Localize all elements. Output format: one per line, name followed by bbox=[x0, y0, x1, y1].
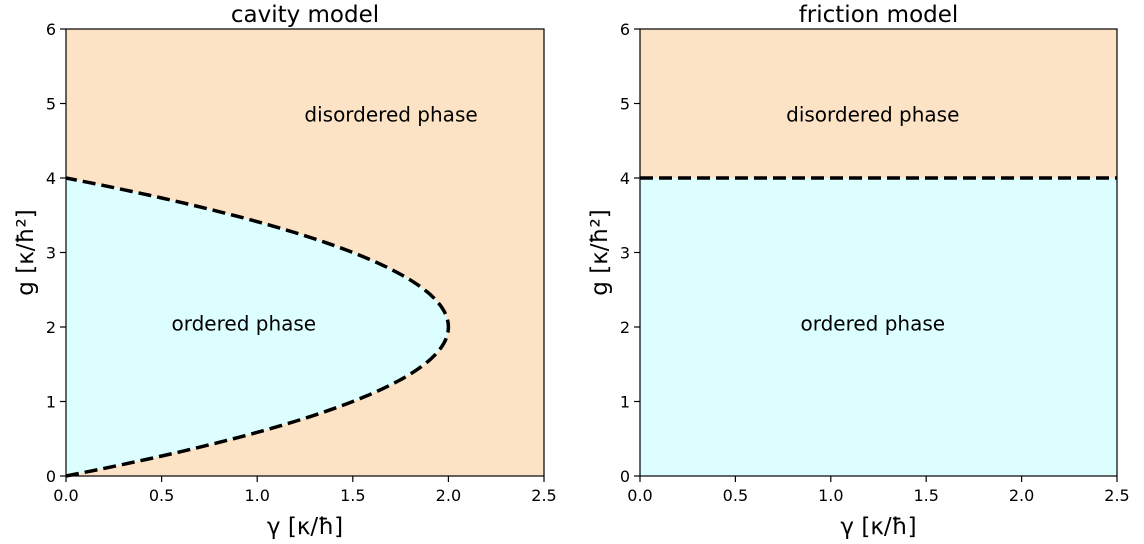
y-tick-label: 4 bbox=[46, 169, 56, 188]
disordered-phase-label: disordered phase bbox=[786, 103, 959, 127]
chart-title: friction model bbox=[799, 2, 959, 28]
x-tick-label: 2.5 bbox=[531, 486, 556, 505]
ordered-phase-label: ordered phase bbox=[800, 311, 945, 335]
phase-boundary-line bbox=[65, 176, 451, 478]
x-tick-label: 2.0 bbox=[436, 486, 461, 505]
x-tick-label: 1.0 bbox=[244, 486, 269, 505]
chart-title: cavity model bbox=[231, 2, 379, 28]
y-tick-label: 1 bbox=[620, 393, 630, 412]
y-tick-label: 3 bbox=[46, 244, 56, 263]
x-axis-label: γ [κ/ħ] bbox=[267, 514, 343, 540]
y-tick-label: 2 bbox=[46, 318, 56, 337]
x-tick-label: 0.5 bbox=[149, 486, 174, 505]
y-tick-label: 5 bbox=[620, 95, 630, 114]
y-tick-label: 5 bbox=[46, 95, 56, 114]
ordered-phase-label: ordered phase bbox=[172, 311, 317, 335]
x-tick-label: 0.0 bbox=[627, 486, 652, 505]
x-tick-label: 1.5 bbox=[340, 486, 365, 505]
y-tick-label: 6 bbox=[46, 20, 56, 39]
y-tick-label: 1 bbox=[46, 393, 56, 412]
x-tick-label: 1.5 bbox=[913, 486, 938, 505]
ordered-region bbox=[640, 178, 1117, 476]
x-tick-label: 2.5 bbox=[1104, 486, 1129, 505]
x-tick-label: 0.0 bbox=[53, 486, 78, 505]
y-tick-label: 6 bbox=[620, 20, 630, 39]
x-tick-label: 2.0 bbox=[1009, 486, 1034, 505]
y-tick-label: 2 bbox=[620, 318, 630, 337]
x-axis-label: γ [κ/ħ] bbox=[840, 514, 916, 540]
chart-panel-1: 0.0 0.5 1.0 1.5 2.0 2.5 0 1 2 3 4 5 6 cavity model γ [… bbox=[13, 2, 557, 540]
y-tick-label: 0 bbox=[620, 467, 630, 486]
y-axis-label: g [κ/ħ²] bbox=[587, 209, 613, 295]
x-tick-label: 1.0 bbox=[818, 486, 843, 505]
y-tick-label: 4 bbox=[620, 169, 630, 188]
x-tick-label: 0.5 bbox=[723, 486, 748, 505]
y-tick-label: 0 bbox=[46, 467, 56, 486]
disordered-phase-label: disordered phase bbox=[304, 103, 477, 127]
y-axis-label: g [κ/ħ²] bbox=[13, 209, 39, 295]
y-tick-label: 3 bbox=[620, 244, 630, 263]
chart-panel-2: 0.0 0.5 1.0 1.5 2.0 2.5 0 1 2 3 4 5 6 friction model γ… bbox=[587, 2, 1130, 540]
